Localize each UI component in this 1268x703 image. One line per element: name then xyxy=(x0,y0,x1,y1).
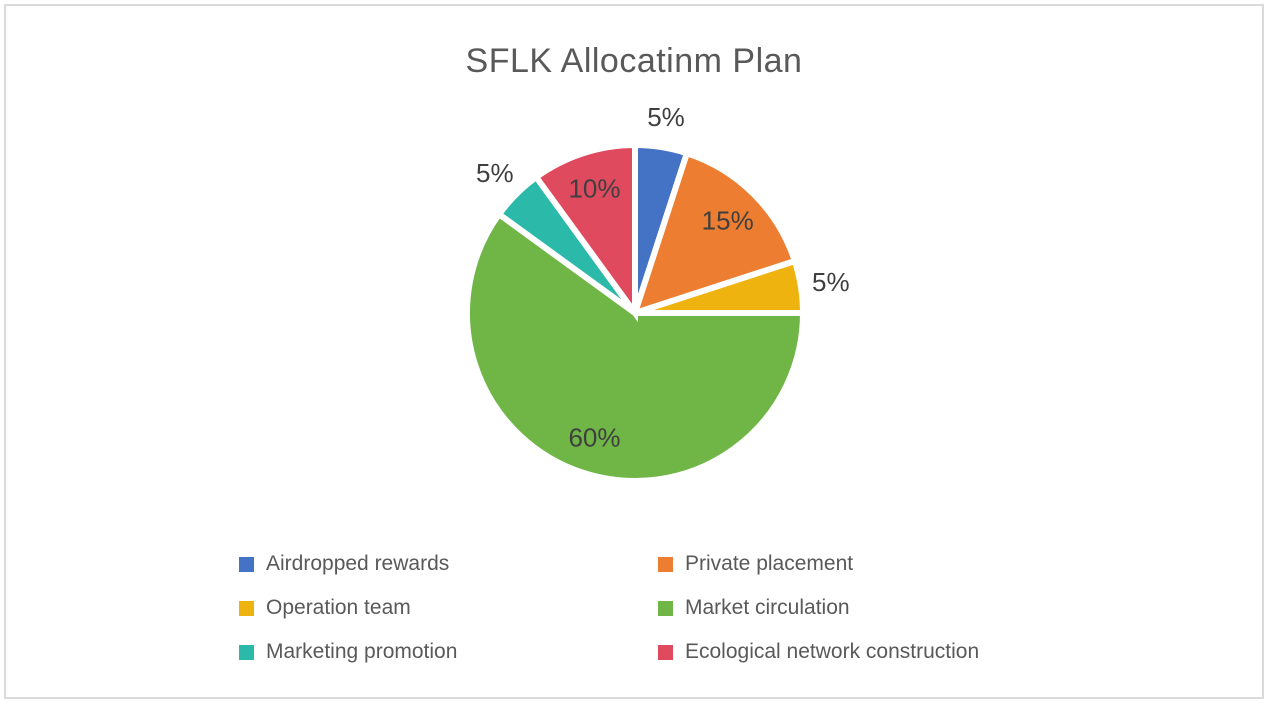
legend-item-market-circulation[interactable]: Market circulation xyxy=(658,595,979,621)
legend-swatch-private-placement xyxy=(658,556,673,572)
pie-slice-datalabel-marketing-promotion: 5% xyxy=(476,158,514,188)
pie-slice-market-circulation[interactable] xyxy=(464,210,807,484)
legend-label: Ecological network construction xyxy=(685,640,980,663)
legend-label: Marketing promotion xyxy=(266,640,458,663)
legend-label: Airdropped rewards xyxy=(266,552,450,575)
legend-item-ecological-network-construction[interactable]: Ecological network construction xyxy=(658,639,979,665)
pie-chart: 5% 15% 5% 60% 5% 10% xyxy=(464,102,850,484)
legend-label: Market circulation xyxy=(685,596,850,619)
legend-swatch-ecological-network-construction xyxy=(658,644,673,660)
pie-slice-datalabel-market-circulation: 60% xyxy=(568,423,620,453)
pie-slice-ecological-network-construction[interactable] xyxy=(532,141,638,323)
legend-swatch-market-circulation xyxy=(658,600,673,616)
pie-slice-datalabel-operation-team: 5% xyxy=(812,267,850,297)
legend-label: Operation team xyxy=(266,596,411,619)
chart-legend: Airdropped rewards Private placement Opera… xyxy=(239,551,979,665)
legend-item-airdropped-rewards[interactable]: Airdropped rewards xyxy=(239,551,658,577)
pie-slice-datalabel-ecological-network-construction: 10% xyxy=(568,173,620,203)
legend-swatch-airdropped-rewards xyxy=(239,556,254,572)
pie-slice-datalabel-airdropped-rewards: 5% xyxy=(647,102,685,132)
legend-label: Private placement xyxy=(685,552,854,575)
legend-swatch-operation-team xyxy=(239,600,254,616)
chart-title: SFLK Allocatinm Plan xyxy=(465,42,803,80)
legend-item-operation-team[interactable]: Operation team xyxy=(239,595,658,621)
legend-item-private-placement[interactable]: Private placement xyxy=(658,551,979,577)
pie-slice-datalabel-private-placement: 15% xyxy=(702,205,754,235)
legend-swatch-marketing-promotion xyxy=(239,644,254,660)
legend-item-marketing-promotion[interactable]: Marketing promotion xyxy=(239,639,658,665)
